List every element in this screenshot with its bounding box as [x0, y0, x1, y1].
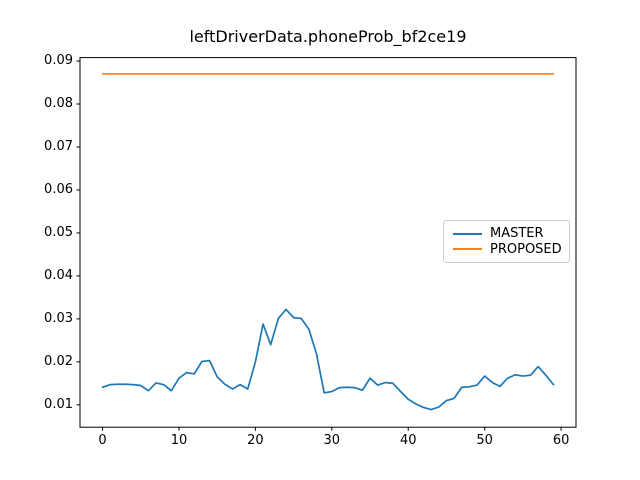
x-tick-label: 0 [98, 433, 107, 448]
master-line-sample [453, 232, 482, 235]
y-tick-label: 0.05 [44, 224, 73, 240]
y-tick-label: 0.01 [44, 396, 73, 412]
y-tick-label: 0.03 [44, 310, 73, 326]
y-tick-label: 0.04 [44, 267, 73, 283]
x-tick-label: 30 [323, 433, 341, 448]
legend-entry-proposed: PROPOSED [453, 241, 562, 258]
x-tick-label: 10 [170, 433, 188, 448]
x-tick-label: 20 [247, 433, 264, 448]
y-tick-label: 0.08 [44, 96, 73, 111]
x-tick-label: 50 [476, 433, 493, 448]
legend-label-master: MASTER [490, 226, 544, 242]
x-tick-label: 60 [552, 433, 570, 448]
legend-entry-master: MASTER [453, 226, 560, 242]
y-tick-label: 0.07 [44, 138, 73, 154]
axes-frame [79, 57, 577, 428]
chart-title: leftDriverData.phoneProb_bf2ce19 [189, 27, 467, 46]
y-tick-label: 0.09 [44, 53, 73, 69]
legend-label-proposed: PROPOSED [490, 241, 562, 257]
y-tick-label: 0.06 [44, 181, 73, 197]
x-tick-label: 40 [399, 433, 417, 448]
y-tick-label: 0.02 [44, 353, 73, 369]
master-line [101, 308, 555, 411]
proposed-line-sample [453, 248, 482, 251]
legend: MASTER PROPOSED [443, 220, 570, 263]
